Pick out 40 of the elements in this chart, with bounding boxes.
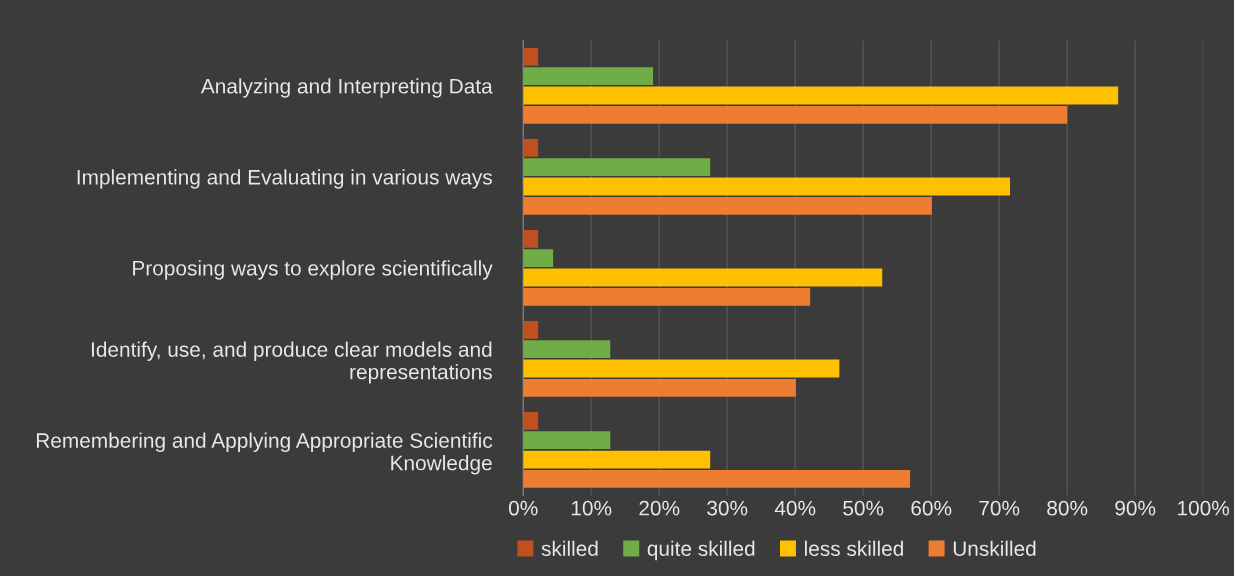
bar xyxy=(523,47,539,66)
legend-label: less skilled xyxy=(804,540,903,557)
bar xyxy=(523,320,539,339)
bar xyxy=(523,411,539,430)
bar xyxy=(523,249,554,268)
legend-label: quite skilled xyxy=(647,540,755,561)
bar xyxy=(523,229,539,248)
legend-label: Unskilled xyxy=(953,540,1036,557)
y-tick-label: Analyzing and Interpreting Data xyxy=(200,78,493,98)
y-tick-label: Identify, use, and produce clear models and representations xyxy=(91,341,492,384)
x-tick-label: 60% xyxy=(911,500,952,516)
y-tick-label: Remembering and Applying Appropriate Scientific Knowledge xyxy=(36,432,493,475)
bar xyxy=(523,340,611,359)
legend-label: skilled xyxy=(541,540,598,557)
bar xyxy=(523,105,1068,124)
x-tick-label: 10% xyxy=(571,500,612,516)
x-tick-label: 0% xyxy=(508,500,538,516)
y-tick-label: Proposing ways to explore scientifically xyxy=(133,260,493,280)
bar xyxy=(523,469,911,488)
x-tick-label: 30% xyxy=(707,500,748,516)
bar xyxy=(523,86,1119,105)
bar xyxy=(523,359,840,378)
x-tick-label: 90% xyxy=(1115,500,1156,516)
bar xyxy=(523,158,711,177)
x-tick-label: 40% xyxy=(774,500,816,516)
bar xyxy=(523,138,539,157)
x-tick-label: 100% xyxy=(1178,500,1230,516)
bar xyxy=(523,67,654,86)
bar xyxy=(523,177,1011,196)
x-tick-label: 80% xyxy=(1047,500,1088,516)
y-tick-label: Implementing and Evaluating in various ways xyxy=(77,169,492,189)
x-tick-label: 20% xyxy=(639,500,680,516)
bar xyxy=(523,431,611,450)
bar xyxy=(523,450,711,469)
bar xyxy=(523,378,796,397)
x-tick-label: 70% xyxy=(979,500,1020,516)
bar xyxy=(523,287,811,306)
bar xyxy=(523,268,883,287)
bar xyxy=(523,196,932,215)
x-tick-label: 50% xyxy=(843,500,884,516)
